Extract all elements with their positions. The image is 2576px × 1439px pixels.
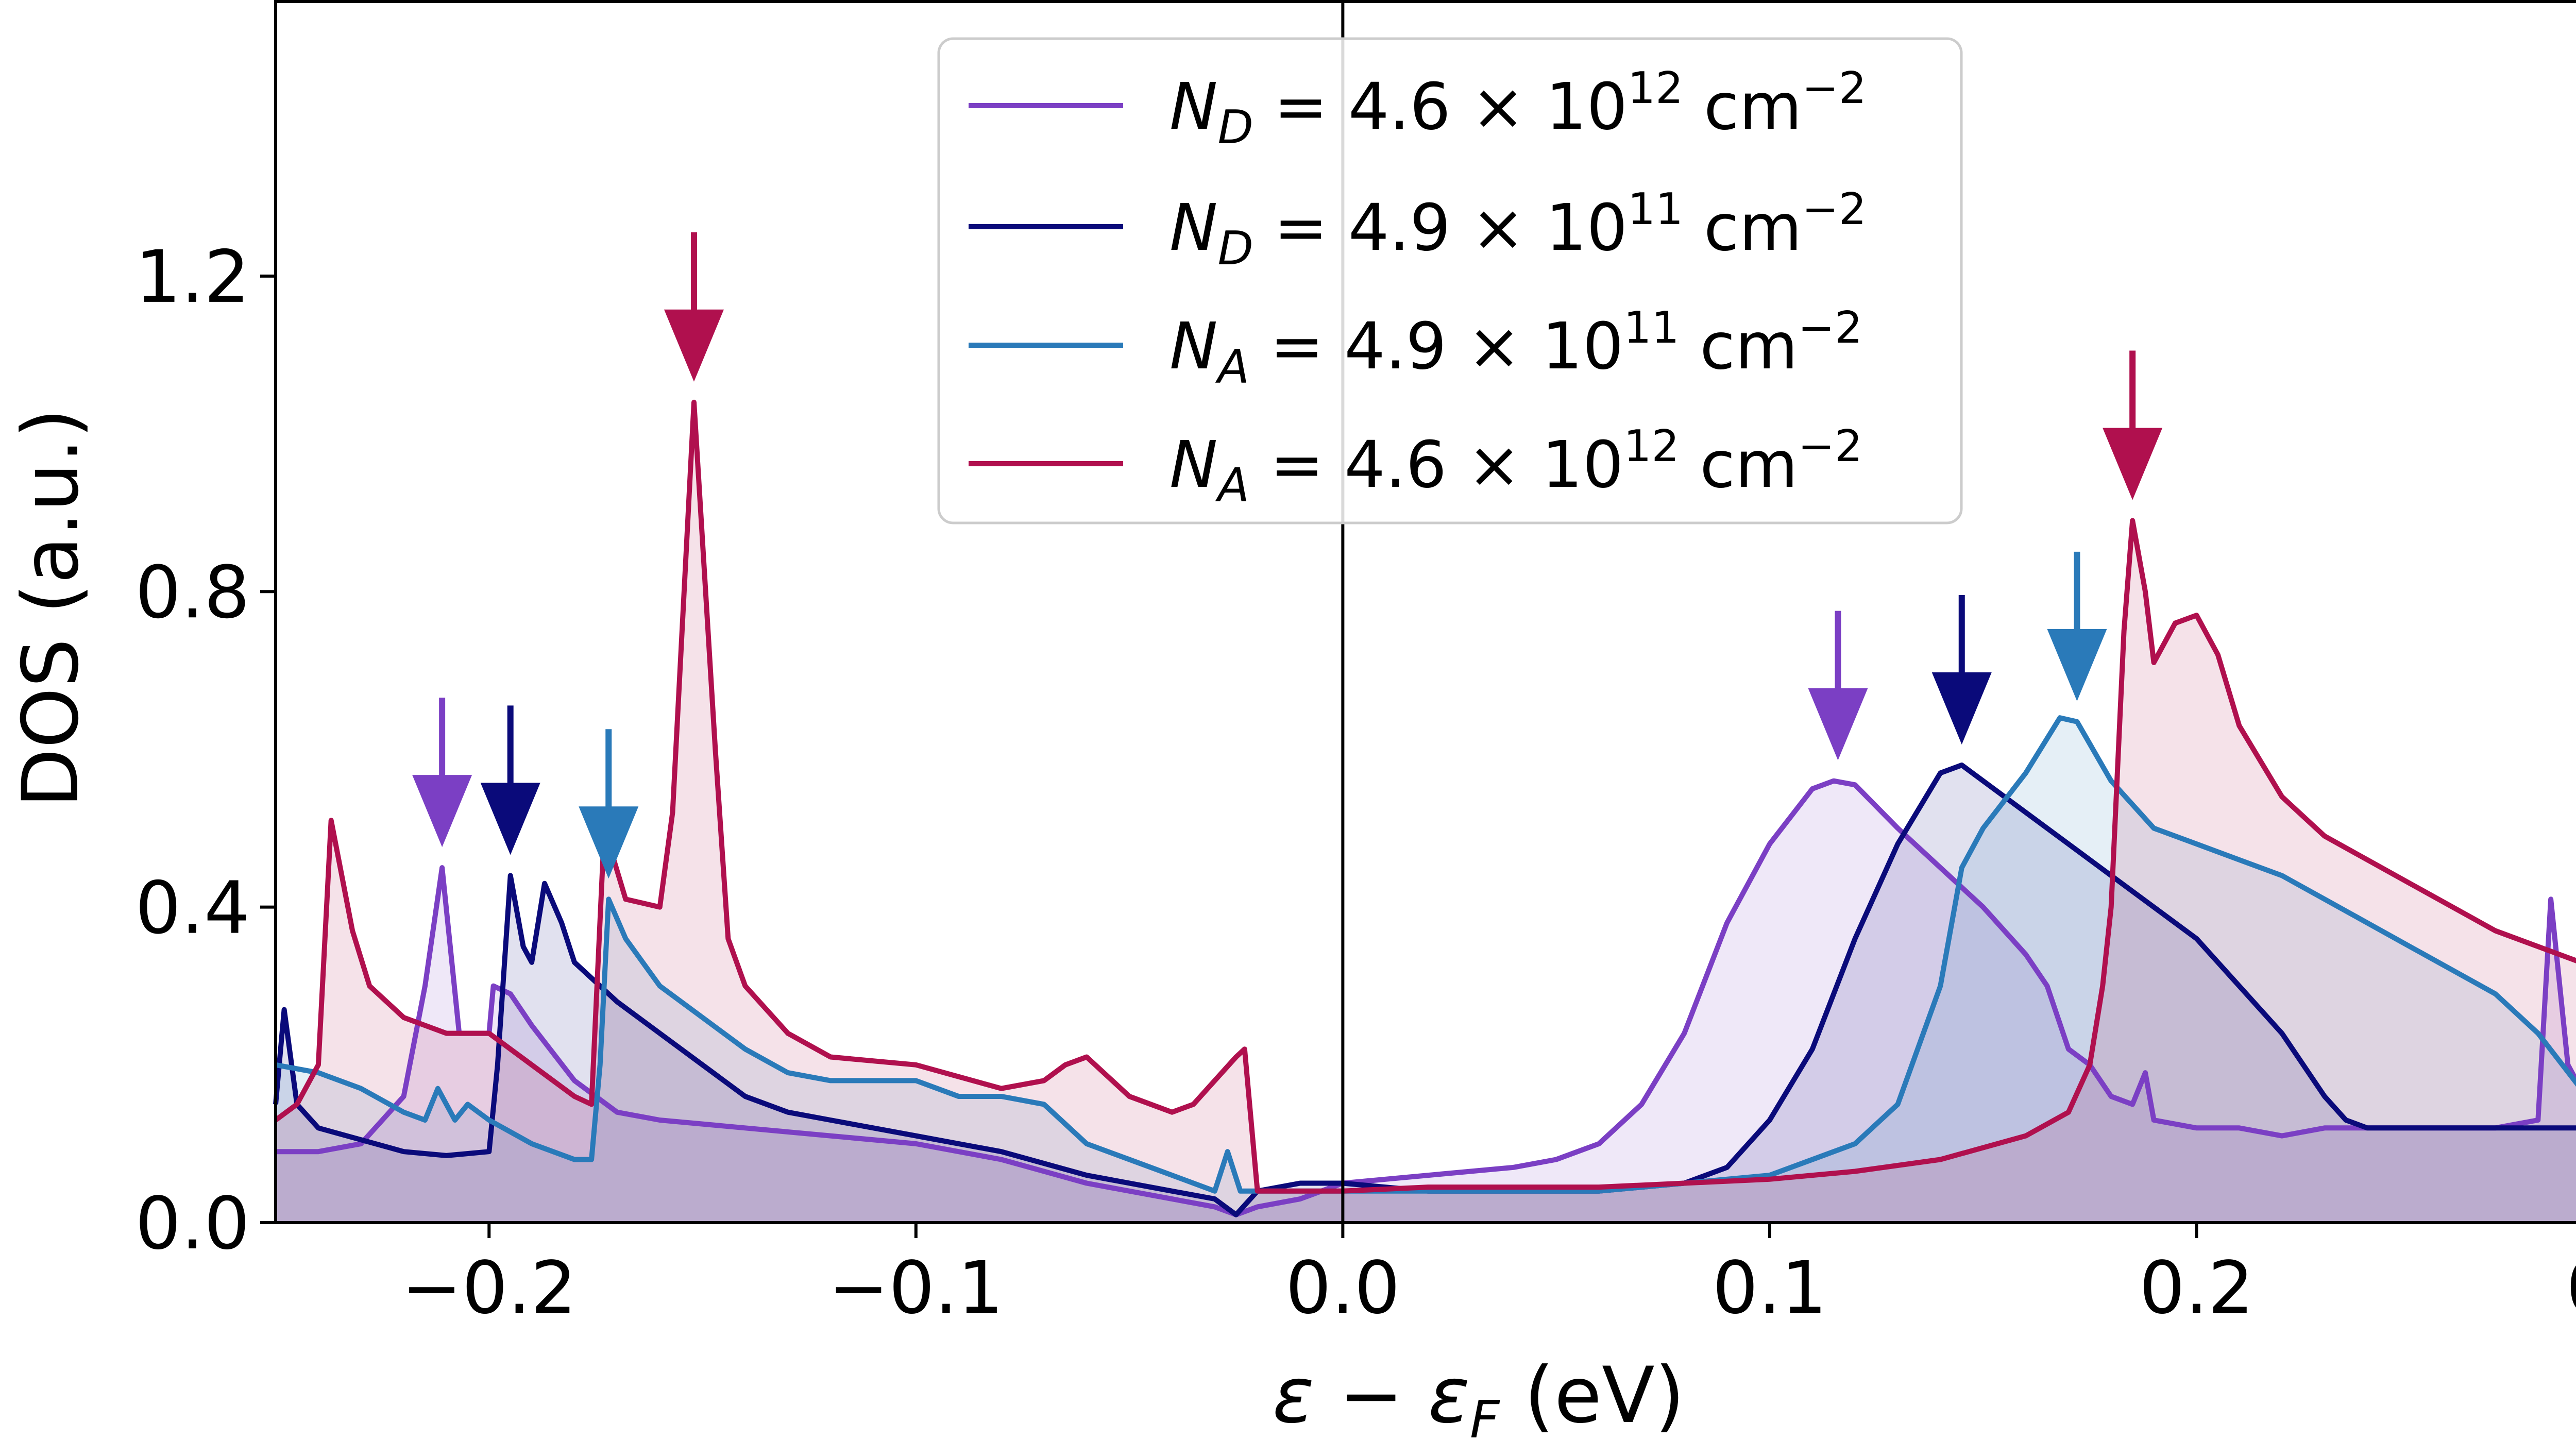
legend-label: NA = 4.6 × 1012 cm−2	[1170, 421, 1862, 513]
y-axis-label: DOS (a.u.)	[6, 408, 96, 808]
y-tick-label: 0.4	[135, 867, 250, 951]
legend: ND = 4.6 × 1012 cm−2 ND = 4.9 × 1011 cm−2…	[937, 37, 1963, 524]
legend-label: NA = 4.9 × 1011 cm−2	[1170, 302, 1862, 394]
y-tick-label: 1.2	[135, 235, 250, 319]
legend-box	[937, 37, 1963, 524]
legend-label: ND = 4.9 × 1011 cm−2	[1170, 184, 1867, 276]
peak-arrow-4	[664, 232, 724, 382]
x-ticks: −0.2 −0.1 0.0 0.1 0.2 0.3	[401, 1223, 2576, 1330]
x-tick-label: 0.2	[2139, 1246, 2254, 1330]
legend-entry-3: NA = 4.9 × 1011 cm−2	[969, 302, 1862, 394]
x-tick-label: 0.1	[1713, 1246, 1827, 1330]
peak-arrow-5	[1808, 611, 1868, 760]
x-tick-label: −0.1	[828, 1246, 1004, 1330]
y-ticks: 0.0 0.4 0.8 1.2	[135, 235, 276, 1266]
legend-entry-1: ND = 4.6 × 1012 cm−2	[969, 63, 1867, 155]
series-fill-3	[276, 718, 2576, 1223]
series-line-1	[276, 778, 2576, 1217]
peak-arrow-3	[579, 729, 639, 879]
peak-arrows	[412, 232, 2163, 879]
x-axis-label: ε − εF (eV)	[1273, 1351, 1685, 1439]
peak-arrow-8	[2103, 350, 2163, 500]
series-fill-1	[276, 781, 2576, 1223]
legend-entry-4: NA = 4.6 × 1012 cm−2	[969, 421, 1862, 513]
y-tick-label: 0.0	[135, 1182, 250, 1266]
legend-entry-2: ND = 4.9 × 1011 cm−2	[969, 184, 1867, 276]
x-tick-label: −0.2	[401, 1246, 577, 1330]
plot-frame	[274, 0, 2576, 1224]
peak-arrow-2	[480, 705, 540, 855]
legend-label: ND = 4.6 × 1012 cm−2	[1170, 63, 1867, 155]
series-lines	[273, 399, 2576, 1217]
x-tick-label: 0.0	[1285, 1246, 1400, 1330]
peak-arrow-6	[1931, 595, 1992, 745]
series-fill-2	[276, 765, 2576, 1223]
series-line-3	[275, 715, 2576, 1194]
peak-arrow-7	[2047, 551, 2107, 701]
y-tick-label: 0.8	[135, 551, 250, 635]
peak-arrow-1	[412, 698, 472, 848]
series-line-4	[274, 399, 2576, 1194]
x-tick-label: 0.3	[2566, 1246, 2576, 1330]
